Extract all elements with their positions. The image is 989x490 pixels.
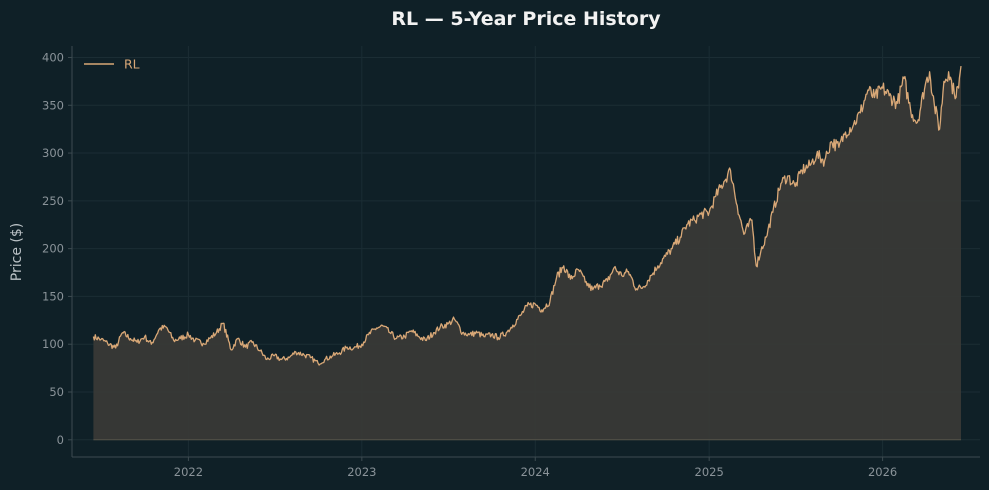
legend: RL [84,57,140,72]
y-tick-label: 100 [42,337,64,351]
chart-title: RL — 5-Year Price History [391,8,661,30]
x-tick-label: 2024 [521,465,550,479]
y-axis-label: Price ($) [9,223,25,281]
y-tick-label: 400 [42,50,64,64]
x-tick-label: 2022 [174,465,203,479]
y-tick-label: 150 [42,289,64,303]
tick-labels: 0 50 100 150 200 250 300 350 400 2022 2023 2024 2025… [42,50,897,479]
y-tick-label: 250 [42,194,64,208]
y-tick-label: 200 [42,242,64,256]
y-tick-label: 50 [49,385,64,399]
y-tick-label: 300 [42,146,64,160]
price-line-rl [92,66,962,366]
x-tick-label: 2023 [347,465,376,479]
y-tick-label: 0 [57,433,64,447]
legend-label-rl: RL [124,57,140,72]
y-tick-label: 350 [42,98,64,112]
price-area-fill [93,66,961,440]
x-tick-label: 2026 [868,465,897,479]
axes [68,46,980,461]
area-layer [92,66,962,441]
x-tick-label: 2025 [695,465,724,479]
